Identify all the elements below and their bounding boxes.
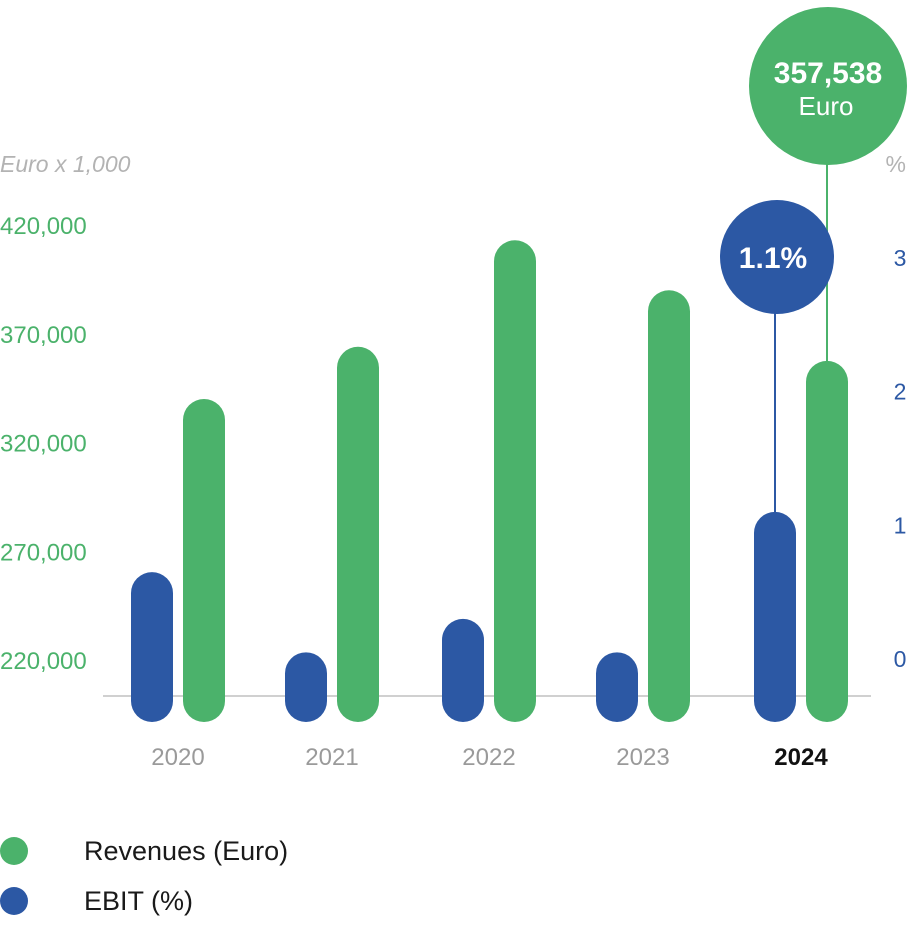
right-tick-label: 2 bbox=[894, 379, 907, 405]
revenue-bar bbox=[806, 360, 848, 722]
legend-label-revenue: Revenues (Euro) bbox=[84, 835, 289, 866]
revenue-callout-value: 357,538 bbox=[774, 57, 882, 90]
right-tick-label: 1 bbox=[894, 512, 907, 538]
ebit-bar bbox=[442, 618, 484, 722]
left-tick-label: 370,000 bbox=[0, 322, 87, 349]
left-tick-label: 270,000 bbox=[0, 539, 87, 566]
revenue-callout-unit: Euro bbox=[799, 91, 854, 121]
category-labels: 2020 2021 2022 2023 2024 bbox=[151, 744, 828, 771]
left-tick-label: 320,000 bbox=[0, 431, 87, 458]
left-axis-unit: Euro x 1,000 bbox=[0, 151, 131, 177]
revenue-bar bbox=[648, 290, 690, 722]
chart: Euro x 1,000 % 420,000 370,000 320,000 270,… bbox=[0, 7, 907, 771]
bars bbox=[131, 240, 848, 722]
revenue-callout-bubble bbox=[749, 7, 907, 165]
ebit-callout-bubble bbox=[720, 200, 834, 314]
category-label: 2023 bbox=[616, 744, 669, 771]
legend-item-ebit: EBIT (%) bbox=[0, 876, 288, 926]
left-tick-label: 220,000 bbox=[0, 648, 87, 675]
ebit-bar bbox=[596, 652, 638, 722]
ebit-bar bbox=[285, 652, 327, 722]
right-tick-label: 3 bbox=[894, 245, 907, 271]
ebit-bar bbox=[754, 511, 796, 722]
ebit-callout-value: 1.1% bbox=[739, 242, 807, 275]
legend-item-revenue: Revenues (Euro) bbox=[0, 826, 288, 876]
revenue-bar bbox=[494, 240, 536, 722]
left-tick-label: 420,000 bbox=[0, 213, 87, 240]
revenue-bar bbox=[183, 399, 225, 722]
revenue-bar bbox=[337, 346, 379, 722]
left-axis-ticks: 420,000 370,000 320,000 270,000 220,000 bbox=[0, 213, 87, 675]
ebit-bar bbox=[131, 572, 173, 722]
category-label: 2024 bbox=[774, 744, 828, 771]
category-label: 2021 bbox=[305, 744, 358, 771]
callouts: 357,538 Euro 1.1% bbox=[720, 7, 907, 314]
legend-label-ebit: EBIT (%) bbox=[84, 885, 194, 916]
ebit-legend-swatch bbox=[0, 887, 28, 915]
right-tick-label: 0 bbox=[894, 646, 907, 672]
right-axis-ticks: 3 2 1 0 bbox=[894, 245, 907, 672]
category-label: 2020 bbox=[151, 744, 204, 771]
revenue-legend-swatch bbox=[0, 837, 28, 865]
right-axis-unit: % bbox=[886, 151, 906, 177]
legend: Revenues (Euro) EBIT (%) bbox=[0, 826, 288, 926]
category-label: 2022 bbox=[462, 744, 515, 771]
